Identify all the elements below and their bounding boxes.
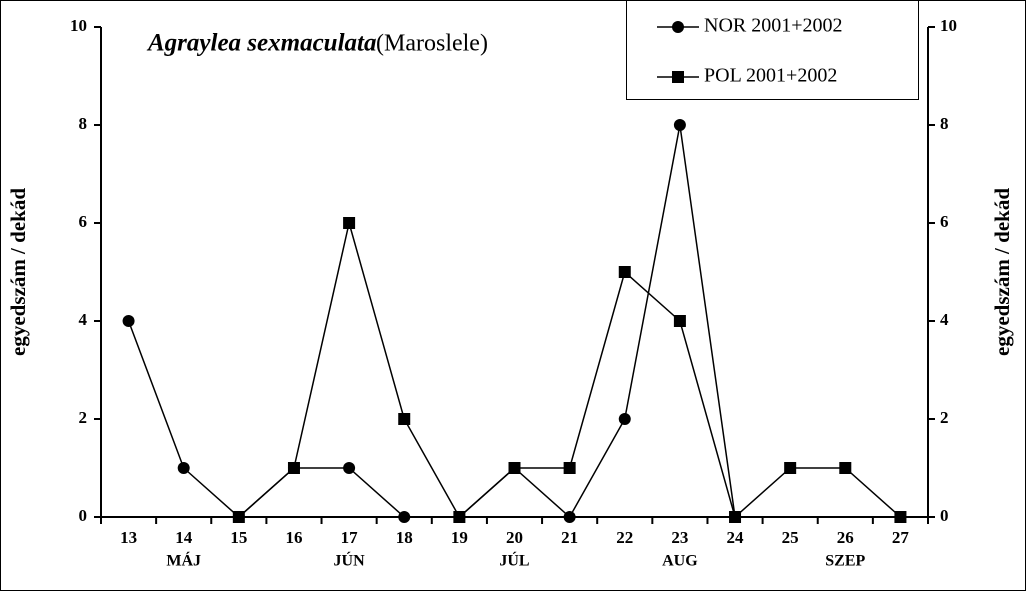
legend-marker [672,21,684,33]
x-tick-label: 18 [396,528,413,547]
x-tick-label: 16 [285,528,302,547]
data-point [618,266,631,278]
data-point [839,462,852,474]
y-tick-label: 0 [79,506,88,525]
x-tick-label: 14 [175,528,193,547]
y-axis-label: egyedszám / dekád [6,188,30,356]
data-point [563,462,576,474]
data-point [398,511,411,523]
data-point [232,511,245,523]
y-tick-label: 6 [79,212,88,231]
data-point [784,462,797,474]
y-tick-label: 2 [79,408,88,427]
data-point [618,413,631,425]
y-tick-label: 10 [70,16,87,35]
y2-axis-label: egyedszám / dekád [990,188,1014,356]
data-point [453,511,466,523]
x-tick-label: 24 [727,528,745,547]
data-point [122,315,135,327]
x-tick-label: 20 [506,528,523,547]
data-point [177,462,190,474]
x-tick-label: 27 [892,528,910,547]
y2-tick-label: 8 [940,114,949,133]
y-tick-label: 8 [79,114,88,133]
month-label: JÚL [499,551,529,570]
x-tick-label: 23 [671,528,688,547]
legend-label: POL 2001+2002 [704,65,837,87]
data-point [287,462,300,474]
data-point [894,511,907,523]
data-point [673,119,686,131]
data-point [673,315,686,327]
x-tick-label: 17 [341,528,359,547]
x-tick-label: 26 [837,528,854,547]
y2-tick-label: 6 [940,212,949,231]
data-point [508,462,521,474]
month-label: AUG [662,553,698,570]
chart-title: Agraylea sexmaculata [146,30,376,57]
series-line [127,124,736,519]
y2-tick-label: 10 [940,16,957,35]
x-tick-label: 13 [120,528,137,547]
legend-label: NOR 2001+2002 [704,15,843,37]
month-label: SZEP [825,553,865,570]
chart-subtitle: (Maroslele) [376,31,488,57]
y-tick-label: 4 [79,310,88,329]
data-point [343,462,356,474]
month-label: MÁJ [166,551,201,570]
data-point [398,413,411,425]
legend-marker [672,71,684,83]
x-tick-label: 22 [616,528,633,547]
data-point [343,217,356,229]
x-tick-label: 19 [451,528,468,547]
month-label: JÚN [334,551,366,570]
y2-tick-label: 0 [940,506,949,525]
data-point [729,511,742,523]
data-point [563,511,576,523]
y2-tick-label: 4 [940,310,949,329]
x-tick-label: 25 [782,528,799,547]
x-tick-label: 15 [230,528,247,547]
y2-tick-label: 2 [940,408,949,427]
x-tick-label: 21 [561,528,578,547]
